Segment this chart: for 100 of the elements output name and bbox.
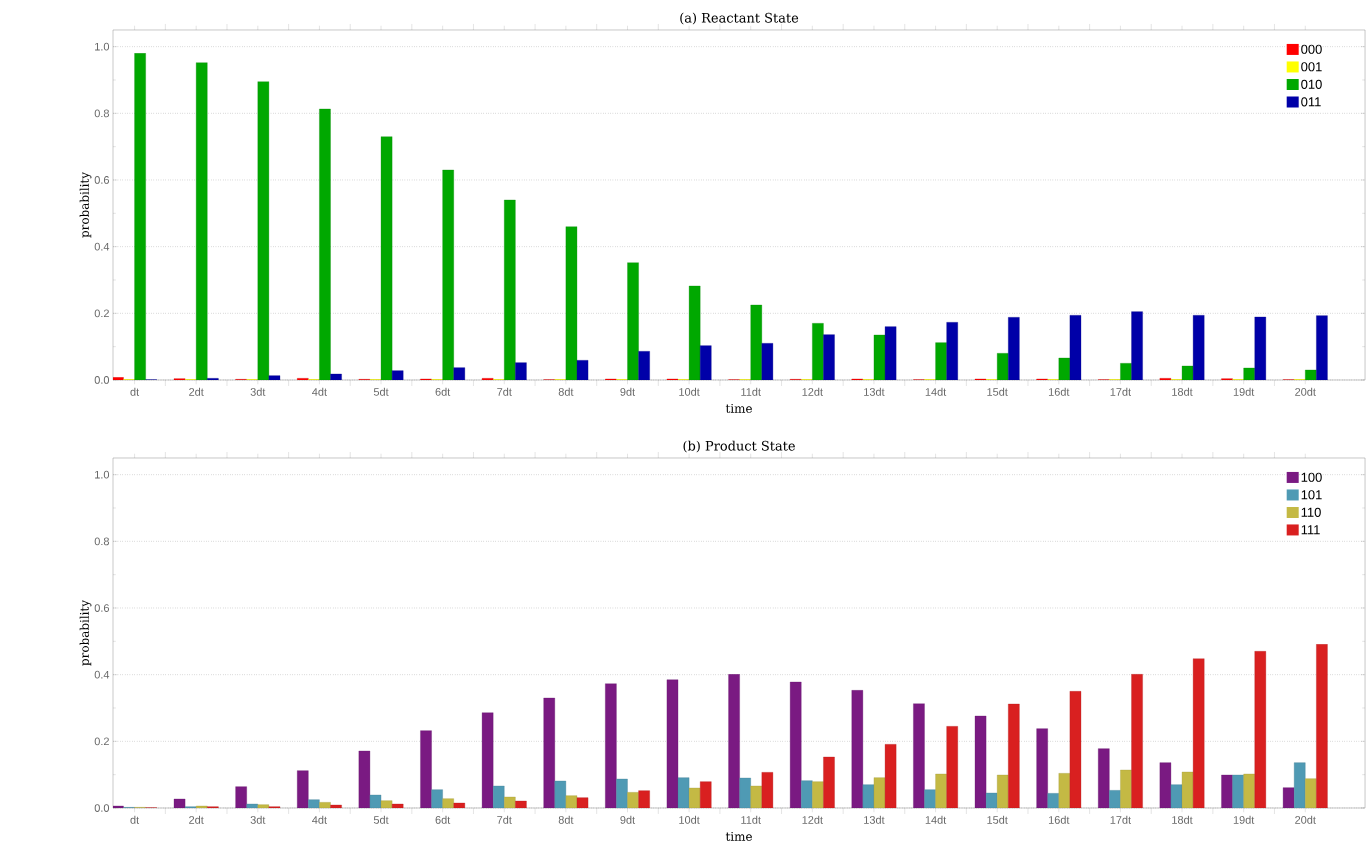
y-tick-label: 0.8 [94,109,109,118]
bar [700,781,712,808]
bar [1120,363,1132,380]
x-tick-label: 20dt [1295,387,1316,396]
bar [1181,365,1194,380]
bar [515,362,527,380]
bar [380,800,393,808]
bar [739,777,751,808]
bar [924,789,936,808]
bar [308,799,320,808]
bar [823,756,835,808]
bar [913,703,925,808]
bar [565,226,578,380]
y-tick-label: 1.0 [95,42,110,51]
bar [576,797,589,808]
legend-label: 100 [1301,472,1322,482]
bar [935,773,947,808]
bar [946,726,958,808]
bar [330,804,342,808]
bar [1131,674,1143,808]
x-tick-label: 18dt [1172,387,1193,396]
bar [812,323,824,380]
bar [1036,728,1048,808]
bar [1316,644,1328,808]
x-tick-label: 8dt [558,815,574,824]
bar [605,683,617,808]
chart-title: (b) Product State [683,440,795,453]
x-tick-label: 12dt [802,815,823,824]
bar [688,285,701,380]
bar [1008,317,1020,380]
bar [627,792,639,808]
y-tick-label: 0.0 [94,804,110,812]
x-tick-label: 9dt [620,815,636,824]
bar [196,805,208,808]
bar [246,803,258,808]
y-tick-label: 0.4 [94,242,110,251]
bar [1254,651,1266,808]
bar [666,679,679,808]
x-tick-label: 11dt [741,387,761,396]
bar [369,794,382,808]
bar [1069,691,1082,808]
bar [985,792,998,808]
bar [1058,773,1071,808]
x-tick-label: 14dt [925,387,947,396]
legend-label: 010 [1301,79,1322,89]
bar [134,53,146,380]
bar [1305,369,1317,380]
x-tick-label: 5dt [373,815,389,824]
y-tick-label: 1.0 [95,470,110,479]
x-tick-label: 7dt [497,815,512,824]
bar [515,800,527,808]
bar [1254,316,1266,380]
bar [616,778,628,808]
bar [297,770,309,808]
bar [173,798,186,808]
bar [504,199,516,380]
x-tick-label: 17dt [1110,387,1132,396]
bar [257,804,270,808]
bar [851,690,864,808]
bar [493,785,505,808]
bar [1221,774,1233,808]
y-tick-label: 0.6 [94,176,109,184]
bar [1170,784,1183,808]
x-tick-label: 13dt [864,815,885,824]
bar [1131,311,1143,380]
bar [997,353,1009,380]
bar [862,784,875,808]
y-tick-label: 0.0 [94,376,110,384]
x-tick-label: 4dt [312,387,327,396]
x-tick-label: 2dt [189,815,204,824]
x-tick-label: 8dt [558,387,574,396]
bar [790,681,802,808]
legend-label: 011 [1301,97,1321,107]
bar [576,360,589,380]
x-tick-label: 6dt [435,387,451,396]
bar [391,370,404,380]
bar [761,772,774,808]
bar [453,367,465,380]
x-tick-label: 11dt [741,815,761,824]
legend-label: 000 [1301,44,1322,54]
bar [974,715,987,808]
x-tick-label: 16dt [1048,815,1070,824]
bar [554,780,567,808]
bar [1294,762,1306,808]
bar [1159,762,1172,808]
bar [565,795,578,808]
legend-label: 111 [1301,525,1320,535]
bar [442,798,454,808]
bar [761,343,774,380]
x-tick-label: 7dt [497,387,512,396]
x-tick-label: 3dt [250,815,266,824]
bar [935,342,947,380]
x-tick-label: 5dt [373,387,389,396]
bar [420,730,432,808]
x-tick-label: 19dt [1233,387,1255,396]
x-tick-label: 14dt [925,815,947,824]
bar [1098,748,1110,808]
x-axis-title: time [725,403,752,413]
x-tick-label: 2dt [189,387,204,396]
bar [113,805,124,808]
